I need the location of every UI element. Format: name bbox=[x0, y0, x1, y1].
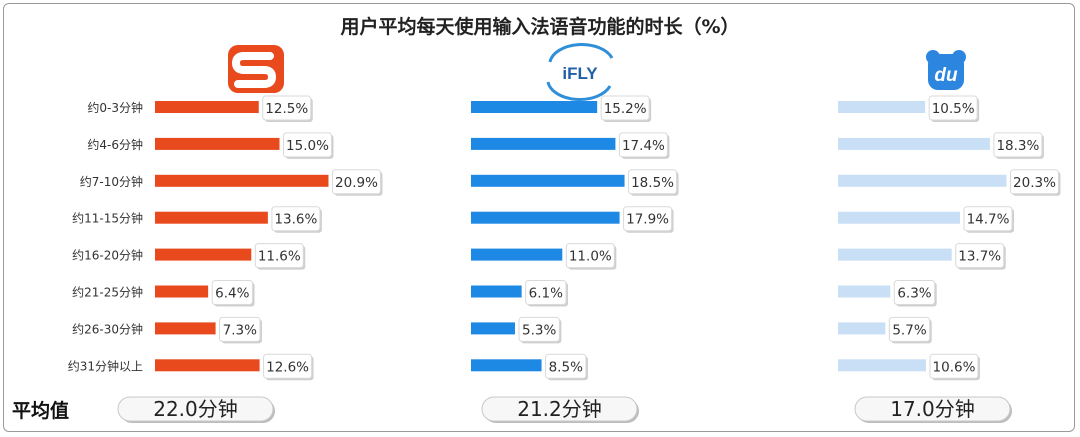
value-label: 20.9% bbox=[335, 175, 378, 191]
bar bbox=[838, 211, 961, 224]
value-label: 6.3% bbox=[897, 286, 931, 302]
bar bbox=[838, 322, 886, 335]
value-label-box bbox=[565, 243, 615, 269]
bar bbox=[471, 174, 625, 187]
value-label-box bbox=[929, 353, 979, 379]
value-label-box bbox=[1009, 169, 1059, 195]
bar bbox=[471, 248, 563, 261]
category-label: 约16-20分钟 bbox=[72, 248, 143, 263]
bar bbox=[838, 248, 952, 261]
value-label: 12.5% bbox=[265, 101, 308, 117]
bar bbox=[471, 211, 620, 224]
category-label: 约31分钟以上 bbox=[68, 358, 143, 373]
baidu-logo-icon: du bbox=[926, 50, 966, 90]
value-label-box bbox=[211, 280, 254, 305]
category-label: 约26-30分钟 bbox=[72, 321, 143, 336]
bar bbox=[471, 285, 522, 298]
category-label: 约0-3分钟 bbox=[87, 100, 143, 115]
value-label: 17.9% bbox=[626, 212, 669, 228]
value-label-box bbox=[893, 280, 936, 305]
value-label-box bbox=[600, 95, 650, 121]
value-label: 17.4% bbox=[622, 138, 665, 154]
sogou-logo-icon bbox=[228, 45, 284, 93]
value-label-box bbox=[518, 316, 560, 342]
value-label: 20.3% bbox=[1013, 175, 1056, 191]
bar bbox=[838, 285, 891, 298]
category-label: 约4-6分钟 bbox=[87, 137, 143, 152]
bar bbox=[838, 101, 926, 113]
value-label: 15.2% bbox=[604, 101, 647, 117]
value-label-box bbox=[331, 169, 381, 195]
category-label: 约11-15分钟 bbox=[72, 211, 143, 226]
value-label: 11.0% bbox=[569, 249, 612, 265]
bar bbox=[155, 285, 209, 298]
bar bbox=[155, 248, 252, 261]
average-pill: 21.2分钟 bbox=[481, 396, 639, 423]
value-label-box bbox=[219, 316, 261, 342]
value-label-box bbox=[628, 169, 678, 195]
bar bbox=[838, 174, 1007, 187]
bar bbox=[471, 101, 598, 113]
baidu-logo-text: du bbox=[934, 65, 958, 86]
value-label-box bbox=[271, 206, 321, 232]
value-label: 11.6% bbox=[258, 249, 301, 265]
bar bbox=[155, 137, 280, 150]
bar bbox=[838, 359, 926, 372]
bar bbox=[471, 359, 542, 372]
value-label: 13.7% bbox=[958, 249, 1001, 265]
value-label-box bbox=[263, 353, 313, 379]
value-label: 10.6% bbox=[933, 359, 976, 375]
value-label-box bbox=[623, 206, 673, 232]
value-label: 5.3% bbox=[522, 322, 556, 338]
average-value: 21.2分钟 bbox=[517, 397, 602, 421]
category-label: 约7-10分钟 bbox=[80, 174, 143, 189]
bar bbox=[155, 322, 216, 335]
value-label: 6.1% bbox=[529, 286, 563, 302]
value-label-box bbox=[254, 243, 304, 269]
value-label: 13.6% bbox=[274, 212, 317, 228]
chart-title: 用户平均每天使用输入法语音功能的时长（%） bbox=[340, 16, 740, 38]
value-label: 15.0% bbox=[286, 138, 329, 154]
value-label: 5.7% bbox=[892, 322, 926, 338]
value-label-box bbox=[955, 243, 1005, 269]
value-label-box bbox=[993, 132, 1043, 158]
value-label-box bbox=[888, 316, 931, 342]
bar bbox=[471, 322, 515, 335]
value-label-box bbox=[963, 206, 1013, 232]
value-label-box bbox=[928, 95, 978, 121]
average-value: 22.0分钟 bbox=[153, 397, 238, 421]
average-pill: 17.0分钟 bbox=[854, 396, 1012, 423]
value-label-box bbox=[525, 280, 567, 305]
value-label: 8.5% bbox=[549, 359, 583, 375]
value-label: 18.5% bbox=[631, 175, 674, 191]
value-label-box bbox=[283, 132, 332, 158]
value-label-box bbox=[618, 132, 668, 158]
bar bbox=[155, 211, 268, 224]
value-label: 14.7% bbox=[967, 212, 1010, 228]
bar bbox=[155, 359, 260, 372]
value-label-box bbox=[545, 353, 587, 379]
bar bbox=[838, 137, 990, 150]
value-label: 18.3% bbox=[996, 138, 1039, 154]
value-label: 12.6% bbox=[266, 359, 309, 375]
ifly-logo-icon: iFLY bbox=[546, 43, 614, 101]
average-value: 17.0分钟 bbox=[890, 397, 975, 421]
bar bbox=[471, 137, 616, 150]
bar bbox=[155, 101, 259, 113]
ifly-logo-text: iFLY bbox=[562, 64, 598, 83]
value-label: 6.4% bbox=[215, 286, 249, 302]
value-label-box bbox=[262, 95, 312, 121]
bar bbox=[155, 174, 329, 187]
category-label: 约21-25分钟 bbox=[72, 285, 143, 300]
average-label: 平均值 bbox=[12, 399, 69, 422]
average-pill: 22.0分钟 bbox=[117, 396, 275, 423]
value-label: 10.5% bbox=[932, 101, 975, 117]
value-label: 7.3% bbox=[223, 322, 257, 338]
